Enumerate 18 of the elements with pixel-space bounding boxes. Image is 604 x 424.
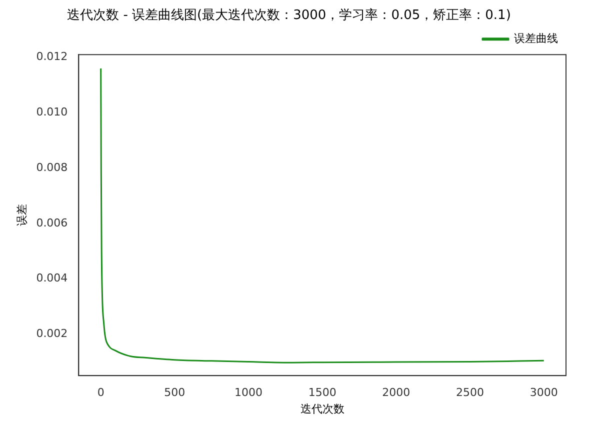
x-tick-label: 500	[164, 386, 186, 400]
y-tick-label: 0.012	[36, 50, 68, 64]
y-tick-label: 0.002	[36, 326, 68, 340]
x-tick-label: 3000	[530, 386, 558, 400]
y-axis-title: 误差	[15, 204, 28, 226]
y-tick-label: 0.010	[36, 106, 68, 119]
x-tick-label: 1000	[234, 386, 263, 400]
x-axis-title: 迭代次数	[300, 402, 344, 416]
x-tick-label: 2000	[382, 386, 410, 400]
legend-label: 误差曲线	[514, 32, 558, 45]
x-tick-label: 1500	[308, 386, 336, 400]
y-tick-label: 0.008	[36, 160, 68, 174]
y-tick-label: 0.004	[36, 272, 68, 285]
x-tick-label: 2500	[456, 386, 484, 400]
chart-title: 迭代次数 - 误差曲线图(最大迭代次数：3000，学习率：0.05，矫正率：0.1)	[67, 7, 511, 24]
y-tick-label: 0.006	[36, 216, 68, 230]
line-series	[100, 68, 545, 364]
x-tick-label: 0	[97, 386, 104, 400]
